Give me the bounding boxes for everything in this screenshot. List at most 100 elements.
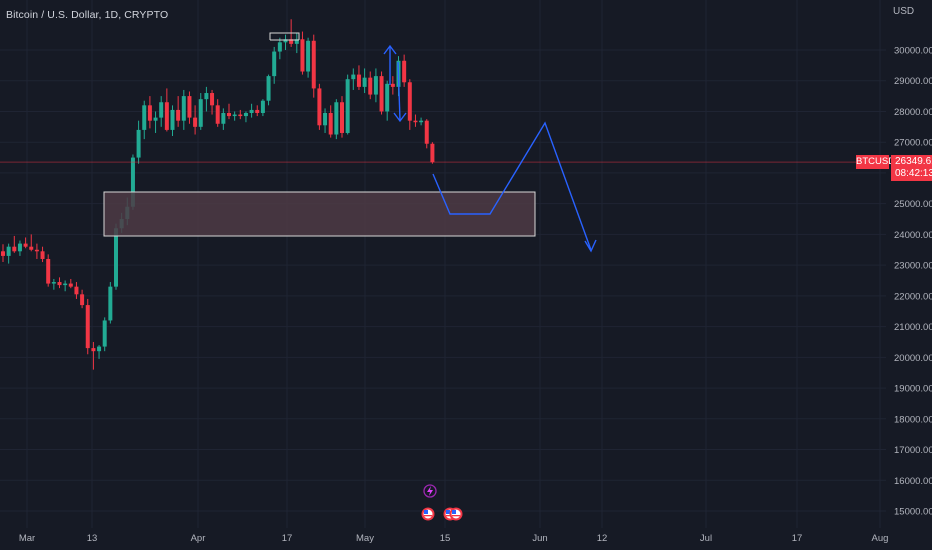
last-price-tag: 26349.61 08:42:13 bbox=[891, 155, 932, 181]
candle bbox=[424, 119, 429, 149]
candle bbox=[198, 93, 203, 130]
candle bbox=[29, 234, 34, 252]
candle bbox=[260, 99, 265, 117]
chart-grid bbox=[0, 0, 886, 528]
currency-label[interactable]: USD bbox=[893, 6, 915, 17]
price-axis-label: 18000.00 bbox=[894, 414, 932, 425]
price-axis-label: 19000.00 bbox=[894, 384, 932, 395]
time-axis-label: 17 bbox=[792, 533, 803, 544]
candle bbox=[1, 244, 5, 263]
time-axis-label: Jul bbox=[700, 533, 712, 544]
down-arrow-head bbox=[393, 112, 407, 123]
lightning-event-icon bbox=[423, 484, 437, 498]
candle bbox=[147, 96, 152, 129]
candle bbox=[12, 235, 17, 253]
chart-drawings bbox=[103, 32, 597, 253]
candle bbox=[187, 91, 192, 124]
candle bbox=[419, 117, 424, 126]
time-axis-label: Aug bbox=[872, 533, 889, 544]
price-axis-label: 25000.00 bbox=[894, 199, 932, 210]
time-axis-label: 13 bbox=[87, 533, 98, 544]
time-axis-label: 12 bbox=[597, 533, 608, 544]
candle bbox=[181, 89, 186, 130]
candle bbox=[402, 54, 407, 87]
candle bbox=[57, 277, 62, 289]
candle bbox=[379, 71, 384, 115]
candle bbox=[413, 114, 418, 127]
candle bbox=[108, 282, 113, 324]
price-axis-label: 24000.00 bbox=[894, 230, 932, 241]
symbol-title[interactable]: Bitcoin / U.S. Dollar, 1D, CRYPTO bbox=[6, 9, 169, 21]
candle bbox=[85, 298, 90, 355]
candle bbox=[40, 246, 45, 263]
projection-arrow-head bbox=[584, 239, 597, 253]
candle bbox=[283, 34, 288, 50]
candle bbox=[136, 120, 141, 164]
candle bbox=[328, 105, 333, 138]
price-axis-label: 15000.00 bbox=[894, 506, 932, 517]
candle bbox=[153, 111, 158, 133]
candle bbox=[34, 243, 39, 259]
time-axis-label: 15 bbox=[440, 533, 451, 544]
candle bbox=[210, 89, 215, 115]
price-axis-label: 28000.00 bbox=[894, 107, 932, 118]
candle bbox=[159, 96, 164, 127]
price-axis-label: 22000.00 bbox=[894, 291, 932, 302]
ticker-tag: BTCUSD bbox=[856, 155, 896, 169]
candle bbox=[80, 289, 85, 309]
candle bbox=[232, 111, 237, 121]
candle bbox=[142, 100, 147, 140]
candle bbox=[323, 108, 328, 133]
candle bbox=[340, 96, 344, 138]
up-arrow-head bbox=[383, 44, 397, 55]
economic-events bbox=[421, 484, 463, 521]
price-axis-label: 21000.00 bbox=[894, 322, 932, 333]
down-arrow-line bbox=[397, 61, 401, 121]
candle bbox=[430, 142, 435, 164]
candle bbox=[368, 71, 373, 100]
candle bbox=[266, 74, 271, 106]
candle bbox=[97, 345, 102, 359]
candle bbox=[102, 317, 107, 352]
candle bbox=[23, 237, 28, 249]
candle bbox=[407, 79, 412, 130]
candle bbox=[51, 278, 56, 290]
projected-path-line bbox=[432, 121, 592, 251]
time-axis-label: Jun bbox=[532, 533, 547, 544]
candle bbox=[351, 68, 356, 90]
candle bbox=[204, 86, 209, 112]
candle bbox=[68, 278, 73, 289]
candle bbox=[176, 96, 181, 127]
candle bbox=[170, 105, 175, 137]
candle bbox=[345, 74, 350, 135]
candle bbox=[385, 80, 390, 121]
candle bbox=[334, 99, 339, 140]
candle bbox=[243, 111, 248, 123]
price-axis-label: 27000.00 bbox=[894, 138, 932, 149]
candle bbox=[373, 68, 378, 103]
candle bbox=[91, 341, 96, 370]
price-axis-label: 16000.00 bbox=[894, 476, 932, 487]
range-bracket bbox=[269, 32, 300, 40]
price-axis-label: 23000.00 bbox=[894, 261, 932, 272]
candle bbox=[164, 88, 169, 132]
candle bbox=[215, 99, 220, 127]
price-axis: 30000.0029000.0028000.0027000.0026000.00… bbox=[894, 46, 932, 518]
time-axis: Mar 13 Apr 17 May 15 Jun 12 Jul 17 Aug bbox=[19, 533, 889, 544]
time-axis-label: Apr bbox=[191, 533, 206, 544]
us-flag-event-icon bbox=[421, 507, 435, 521]
candle bbox=[63, 280, 68, 292]
candle bbox=[272, 46, 277, 84]
candle bbox=[356, 65, 361, 90]
candle bbox=[294, 33, 299, 54]
candle bbox=[238, 109, 243, 120]
candle bbox=[300, 31, 305, 75]
time-axis-label: May bbox=[356, 533, 374, 544]
price-axis-label: 20000.00 bbox=[894, 353, 932, 364]
candle bbox=[193, 105, 198, 135]
price-axis-label: 30000.00 bbox=[894, 46, 932, 57]
price-axis-label: 17000.00 bbox=[894, 445, 932, 456]
candle bbox=[306, 37, 311, 78]
candle bbox=[74, 282, 79, 299]
